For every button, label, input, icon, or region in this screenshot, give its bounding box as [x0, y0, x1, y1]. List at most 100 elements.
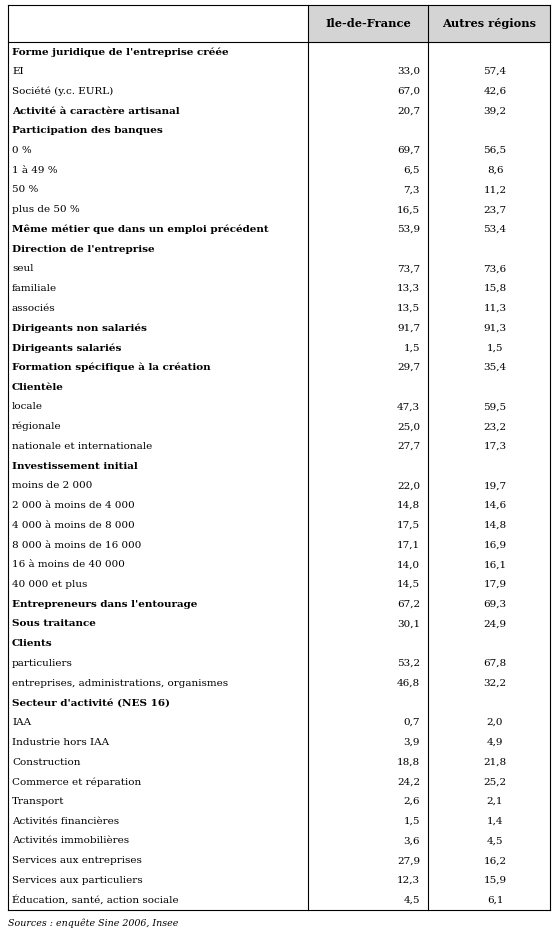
Text: 42,6: 42,6: [483, 86, 507, 96]
Text: 0,7: 0,7: [403, 718, 420, 728]
Text: 15,8: 15,8: [483, 284, 507, 293]
Text: 1,5: 1,5: [487, 343, 503, 352]
Text: 53,9: 53,9: [397, 225, 420, 234]
Text: Participation des banques: Participation des banques: [12, 126, 163, 135]
Text: Activités immobilières: Activités immobilières: [12, 837, 129, 845]
Text: Activités financières: Activités financières: [12, 817, 119, 825]
Text: locale: locale: [12, 402, 43, 412]
Text: 69,7: 69,7: [397, 146, 420, 155]
Text: 24,2: 24,2: [397, 777, 420, 786]
Text: 1,4: 1,4: [487, 817, 503, 825]
Text: familiale: familiale: [12, 284, 57, 293]
Text: 16,2: 16,2: [483, 856, 507, 865]
Text: 24,9: 24,9: [483, 619, 507, 629]
Text: 2,6: 2,6: [403, 797, 420, 806]
Text: 33,0: 33,0: [397, 67, 420, 76]
Text: Éducation, santé, action sociale: Éducation, santé, action sociale: [12, 895, 179, 905]
Text: 14,5: 14,5: [397, 580, 420, 589]
Text: 46,8: 46,8: [397, 679, 420, 688]
Text: 23,2: 23,2: [483, 422, 507, 431]
Text: 12,3: 12,3: [397, 876, 420, 885]
Text: Commerce et réparation: Commerce et réparation: [12, 777, 141, 787]
Text: Forme juridique de l'entreprise créée: Forme juridique de l'entreprise créée: [12, 47, 229, 56]
Text: 2,0: 2,0: [487, 718, 503, 728]
Text: 16 à moins de 40 000: 16 à moins de 40 000: [12, 560, 125, 570]
Text: 27,9: 27,9: [397, 856, 420, 865]
Text: 19,7: 19,7: [483, 481, 507, 491]
Text: 4,5: 4,5: [403, 896, 420, 904]
Text: 6,5: 6,5: [403, 165, 420, 175]
Text: Secteur d'activité (NES 16): Secteur d'activité (NES 16): [12, 698, 170, 708]
Text: 35,4: 35,4: [483, 363, 507, 372]
Text: Dirigeants salariés: Dirigeants salariés: [12, 343, 122, 352]
Text: Activité à caractère artisanal: Activité à caractère artisanal: [12, 106, 180, 116]
Text: 4,9: 4,9: [487, 738, 503, 746]
Text: 13,3: 13,3: [397, 284, 420, 293]
Text: Autres régions: Autres régions: [442, 18, 536, 29]
Text: 59,5: 59,5: [483, 402, 507, 412]
Text: 50 %: 50 %: [12, 185, 39, 195]
Text: 53,2: 53,2: [397, 659, 420, 668]
Text: Transport: Transport: [12, 797, 65, 806]
Text: Dirigeants non salariés: Dirigeants non salariés: [12, 323, 147, 333]
Text: 11,2: 11,2: [483, 185, 507, 195]
Text: 6,1: 6,1: [487, 896, 503, 904]
Text: 15,9: 15,9: [483, 876, 507, 885]
Text: régionale: régionale: [12, 422, 61, 431]
Text: 91,7: 91,7: [397, 323, 420, 333]
Text: Construction: Construction: [12, 758, 80, 766]
Text: 13,5: 13,5: [397, 304, 420, 313]
Text: 30,1: 30,1: [397, 619, 420, 629]
Text: 14,6: 14,6: [483, 501, 507, 510]
Text: 56,5: 56,5: [483, 146, 507, 155]
Text: 14,0: 14,0: [397, 560, 420, 570]
Text: EI: EI: [12, 67, 23, 76]
Text: Services aux entreprises: Services aux entreprises: [12, 856, 142, 865]
Text: 17,9: 17,9: [483, 580, 507, 589]
Text: 69,3: 69,3: [483, 600, 507, 609]
Text: Entrepreneurs dans l'entourage: Entrepreneurs dans l'entourage: [12, 600, 198, 609]
Text: 73,7: 73,7: [397, 264, 420, 274]
Text: 67,2: 67,2: [397, 600, 420, 609]
Text: 25,0: 25,0: [397, 422, 420, 431]
Text: 17,5: 17,5: [397, 521, 420, 530]
Text: 21,8: 21,8: [483, 758, 507, 766]
Text: 2 000 à moins de 4 000: 2 000 à moins de 4 000: [12, 501, 134, 510]
Text: 53,4: 53,4: [483, 225, 507, 234]
Text: Industrie hors IAA: Industrie hors IAA: [12, 738, 109, 746]
Text: plus de 50 %: plus de 50 %: [12, 205, 80, 214]
Text: Investissement initial: Investissement initial: [12, 462, 138, 471]
Text: Clients: Clients: [12, 639, 52, 649]
Text: 20,7: 20,7: [397, 106, 420, 116]
Text: Ile-de-France: Ile-de-France: [325, 18, 411, 29]
Text: 7,3: 7,3: [403, 185, 420, 195]
Text: 14,8: 14,8: [483, 521, 507, 530]
Text: 39,2: 39,2: [483, 106, 507, 116]
Text: 18,8: 18,8: [397, 758, 420, 766]
Text: moins de 2 000: moins de 2 000: [12, 481, 93, 491]
Text: 16,9: 16,9: [483, 540, 507, 550]
Bar: [308, 5, 428, 42]
Text: seul: seul: [12, 264, 33, 274]
Text: 3,6: 3,6: [403, 837, 420, 845]
Text: Sources : enquête Sine 2006, Insee: Sources : enquête Sine 2006, Insee: [8, 918, 179, 928]
Text: entreprises, administrations, organismes: entreprises, administrations, organismes: [12, 679, 228, 688]
Text: 23,7: 23,7: [483, 205, 507, 214]
Text: 17,1: 17,1: [397, 540, 420, 550]
Text: 27,7: 27,7: [397, 442, 420, 451]
Text: 91,3: 91,3: [483, 323, 507, 333]
Text: 0 %: 0 %: [12, 146, 32, 155]
Text: IAA: IAA: [12, 718, 31, 728]
Text: Même métier que dans un emploi précédent: Même métier que dans un emploi précédent: [12, 225, 268, 234]
Text: 14,8: 14,8: [397, 501, 420, 510]
Text: 73,6: 73,6: [483, 264, 507, 274]
Text: 17,3: 17,3: [483, 442, 507, 451]
Text: 1 à 49 %: 1 à 49 %: [12, 165, 57, 175]
Text: 4,5: 4,5: [487, 837, 503, 845]
Text: 16,5: 16,5: [397, 205, 420, 214]
Text: Sous traitance: Sous traitance: [12, 619, 96, 629]
Text: 67,0: 67,0: [397, 86, 420, 96]
Text: 67,8: 67,8: [483, 659, 507, 668]
Text: 1,5: 1,5: [403, 817, 420, 825]
Text: Clientèle: Clientèle: [12, 383, 64, 392]
